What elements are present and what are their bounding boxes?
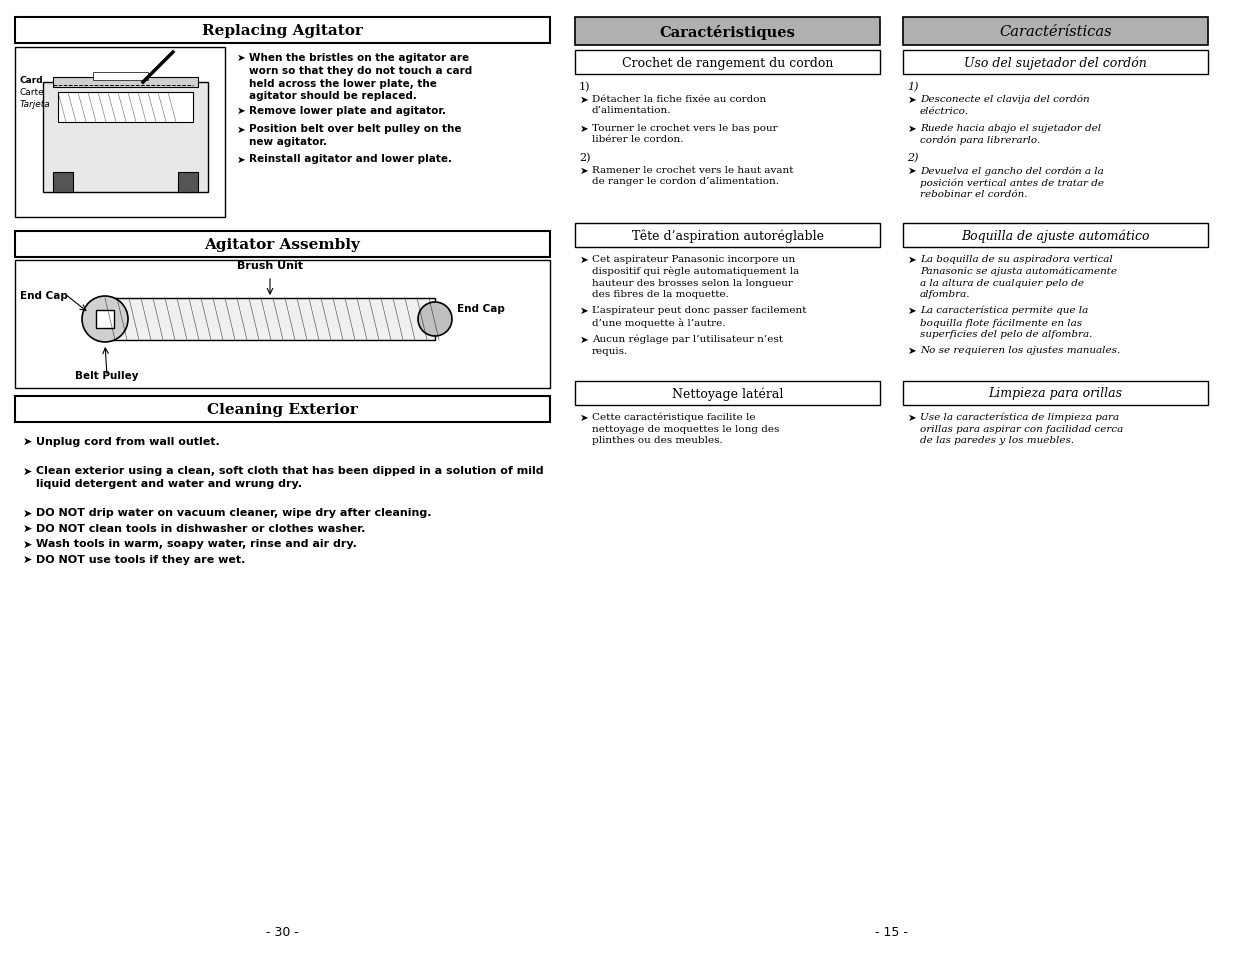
Bar — [178, 172, 198, 193]
Text: ➤: ➤ — [23, 436, 32, 447]
Bar — [903, 18, 1208, 46]
Text: La característica permite que la
boquilla flote fácilmente en las
superficies de: La característica permite que la boquill… — [920, 306, 1093, 338]
Text: Crochet de rangement du cordon: Crochet de rangement du cordon — [621, 56, 834, 70]
Text: ➤: ➤ — [580, 166, 589, 175]
Text: Ruede hacia abajo el sujetador del
cordón para librerarlo.: Ruede hacia abajo el sujetador del cordó… — [920, 124, 1102, 145]
Text: - 30 -: - 30 - — [266, 925, 299, 939]
Text: Reinstall agitator and lower plate.: Reinstall agitator and lower plate. — [249, 154, 452, 164]
Text: Belt Pulley: Belt Pulley — [75, 371, 138, 380]
Bar — [576, 224, 881, 248]
Text: DO NOT drip water on vacuum cleaner, wipe dry after cleaning.: DO NOT drip water on vacuum cleaner, wip… — [36, 508, 431, 518]
Text: 1): 1) — [579, 82, 590, 92]
Text: ➤: ➤ — [23, 466, 32, 476]
Text: ➤: ➤ — [237, 106, 246, 116]
Bar — [58, 92, 193, 123]
Bar — [105, 298, 435, 340]
Bar — [903, 381, 1208, 406]
Text: Aucun réglage par l’utilisateur n’est
requis.: Aucun réglage par l’utilisateur n’est re… — [592, 335, 783, 355]
Bar — [576, 381, 881, 406]
Text: Card: Card — [20, 76, 43, 85]
Text: ➤: ➤ — [580, 254, 589, 265]
Bar — [903, 224, 1208, 248]
Text: ➤: ➤ — [237, 154, 246, 164]
Text: Clean exterior using a clean, soft cloth that has been dipped in a solution of m: Clean exterior using a clean, soft cloth… — [36, 466, 543, 488]
Text: ➤: ➤ — [237, 125, 246, 134]
Text: ➤: ➤ — [580, 95, 589, 105]
Text: ➤: ➤ — [580, 335, 589, 345]
Text: Position belt over belt pulley on the
new agitator.: Position belt over belt pulley on the ne… — [249, 125, 462, 147]
Bar — [15, 232, 550, 257]
Text: Unplug cord from wall outlet.: Unplug cord from wall outlet. — [36, 436, 220, 447]
Bar — [53, 78, 198, 88]
Text: ➤: ➤ — [908, 413, 916, 422]
Text: La boquilla de su aspiradora vertical
Panasonic se ajusta automáticamente
a la a: La boquilla de su aspiradora vertical Pa… — [920, 254, 1116, 298]
Text: Desconecte el clavija del cordón
eléctrico.: Desconecte el clavija del cordón eléctri… — [920, 95, 1089, 116]
Text: L’aspirateur peut donc passer facilement
d’une moquette à l’autre.: L’aspirateur peut donc passer facilement… — [592, 306, 806, 327]
Text: Tarjeta: Tarjeta — [20, 100, 51, 109]
Text: Use la característica de limpieza para
orillas para aspirar con facilidad cerca
: Use la característica de limpieza para o… — [920, 413, 1124, 445]
Text: 2): 2) — [906, 152, 919, 163]
Bar — [43, 83, 207, 193]
Circle shape — [417, 303, 452, 336]
Text: End Cap: End Cap — [457, 304, 505, 314]
Bar — [93, 73, 148, 81]
Text: Carte: Carte — [20, 88, 44, 97]
Bar — [576, 18, 881, 46]
Text: ➤: ➤ — [580, 413, 589, 422]
Bar — [96, 311, 114, 329]
Text: DO NOT use tools if they are wet.: DO NOT use tools if they are wet. — [36, 555, 246, 564]
Text: When the bristles on the agitator are
worn so that they do not touch a card
held: When the bristles on the agitator are wo… — [249, 53, 472, 101]
Bar — [576, 51, 881, 75]
Text: Détacher la fiche fixée au cordon
d’alimentation.: Détacher la fiche fixée au cordon d’alim… — [592, 95, 766, 115]
Text: Tête d’aspiration autoréglable: Tête d’aspiration autoréglable — [631, 229, 824, 242]
Text: ➤: ➤ — [23, 539, 32, 549]
Text: ➤: ➤ — [23, 555, 32, 564]
Text: Devuelva el gancho del cordón a la
posición vertical antes de tratar de
rebobina: Devuelva el gancho del cordón a la posic… — [920, 166, 1104, 199]
Text: Replacing Agitator: Replacing Agitator — [203, 24, 363, 38]
Text: Nettoyage latéral: Nettoyage latéral — [672, 387, 783, 400]
Text: ➤: ➤ — [908, 166, 916, 175]
Text: Cleaning Exterior: Cleaning Exterior — [207, 402, 358, 416]
Bar — [15, 261, 550, 389]
Text: ➤: ➤ — [908, 254, 916, 265]
Text: ➤: ➤ — [908, 124, 916, 133]
Text: ➤: ➤ — [580, 306, 589, 315]
Circle shape — [82, 296, 128, 343]
Text: DO NOT clean tools in dishwasher or clothes washer.: DO NOT clean tools in dishwasher or clot… — [36, 523, 366, 534]
Text: Brush Unit: Brush Unit — [237, 261, 303, 271]
Text: Cette caractéristique facilite le
nettoyage de moquettes le long des
plinthes ou: Cette caractéristique facilite le nettoy… — [592, 413, 779, 445]
Text: 1): 1) — [906, 82, 919, 92]
Text: Limpieza para orillas: Limpieza para orillas — [988, 387, 1123, 400]
Text: ➤: ➤ — [580, 124, 589, 133]
Bar — [903, 51, 1208, 75]
Text: End Cap: End Cap — [20, 291, 68, 301]
Text: ➤: ➤ — [237, 53, 246, 63]
Text: ➤: ➤ — [23, 523, 32, 534]
Text: Uso del sujetador del cordón: Uso del sujetador del cordón — [965, 56, 1147, 70]
Bar — [15, 48, 225, 218]
Text: ➤: ➤ — [23, 508, 32, 518]
Bar — [15, 396, 550, 422]
Text: 2): 2) — [579, 152, 590, 163]
Text: Agitator Assembly: Agitator Assembly — [205, 237, 361, 252]
Text: Caractérísticas: Caractérísticas — [999, 25, 1112, 39]
Bar — [15, 18, 550, 44]
Text: Ramener le crochet vers le haut avant
de ranger le cordon d’alimentation.: Ramener le crochet vers le haut avant de… — [592, 166, 794, 186]
Bar — [53, 172, 73, 193]
Text: No se requieren los ajustes manuales.: No se requieren los ajustes manuales. — [920, 346, 1120, 355]
Text: Cet aspirateur Panasonic incorpore un
dispositif qui règle automatiquement la
ha: Cet aspirateur Panasonic incorpore un di… — [592, 254, 799, 298]
Text: ➤: ➤ — [908, 346, 916, 355]
Text: - 15 -: - 15 - — [876, 925, 908, 939]
Text: Boquilla de ajuste automático: Boquilla de ajuste automático — [961, 229, 1150, 242]
Text: Caractéristiques: Caractéristiques — [659, 25, 795, 39]
Text: ➤: ➤ — [908, 306, 916, 315]
Text: Wash tools in warm, soapy water, rinse and air dry.: Wash tools in warm, soapy water, rinse a… — [36, 539, 357, 549]
Text: ➤: ➤ — [908, 95, 916, 105]
Text: Tourner le crochet vers le bas pour
libérer le cordon.: Tourner le crochet vers le bas pour libé… — [592, 124, 778, 144]
Text: Remove lower plate and agitator.: Remove lower plate and agitator. — [249, 106, 446, 116]
